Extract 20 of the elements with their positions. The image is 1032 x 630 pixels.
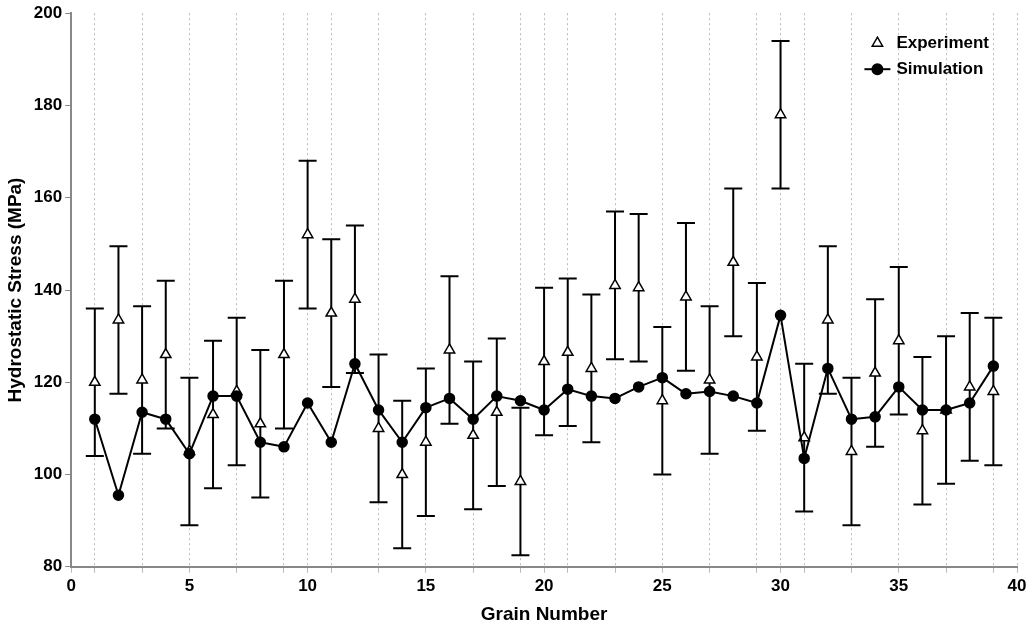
x-tick-label: 20 bbox=[534, 575, 554, 595]
y-tick-label: 80 bbox=[43, 556, 63, 576]
y-tick-label: 140 bbox=[33, 279, 63, 299]
y-tick-label: 180 bbox=[33, 95, 63, 115]
x-tick-label: 15 bbox=[416, 575, 436, 595]
x-tick-label: 10 bbox=[298, 575, 318, 595]
legend-label: Simulation bbox=[896, 58, 984, 78]
x-axis-title: Grain Number bbox=[480, 602, 609, 624]
x-tick-label: 5 bbox=[184, 575, 195, 595]
x-tick-label: 30 bbox=[771, 575, 790, 595]
y-tick-label: 160 bbox=[33, 187, 63, 207]
x-tick-label: 0 bbox=[66, 575, 76, 595]
y-axis-title: Hydrostatic Stress (MPa) bbox=[3, 177, 25, 403]
y-tick-label: 100 bbox=[33, 464, 63, 484]
y-tick-label: 200 bbox=[33, 2, 63, 22]
y-tick-label: 120 bbox=[33, 371, 63, 391]
legend-label: Experiment bbox=[896, 32, 990, 52]
x-tick-label: 35 bbox=[889, 575, 909, 595]
x-tick-label: 40 bbox=[1007, 575, 1027, 595]
x-tick-label: 25 bbox=[652, 575, 672, 595]
